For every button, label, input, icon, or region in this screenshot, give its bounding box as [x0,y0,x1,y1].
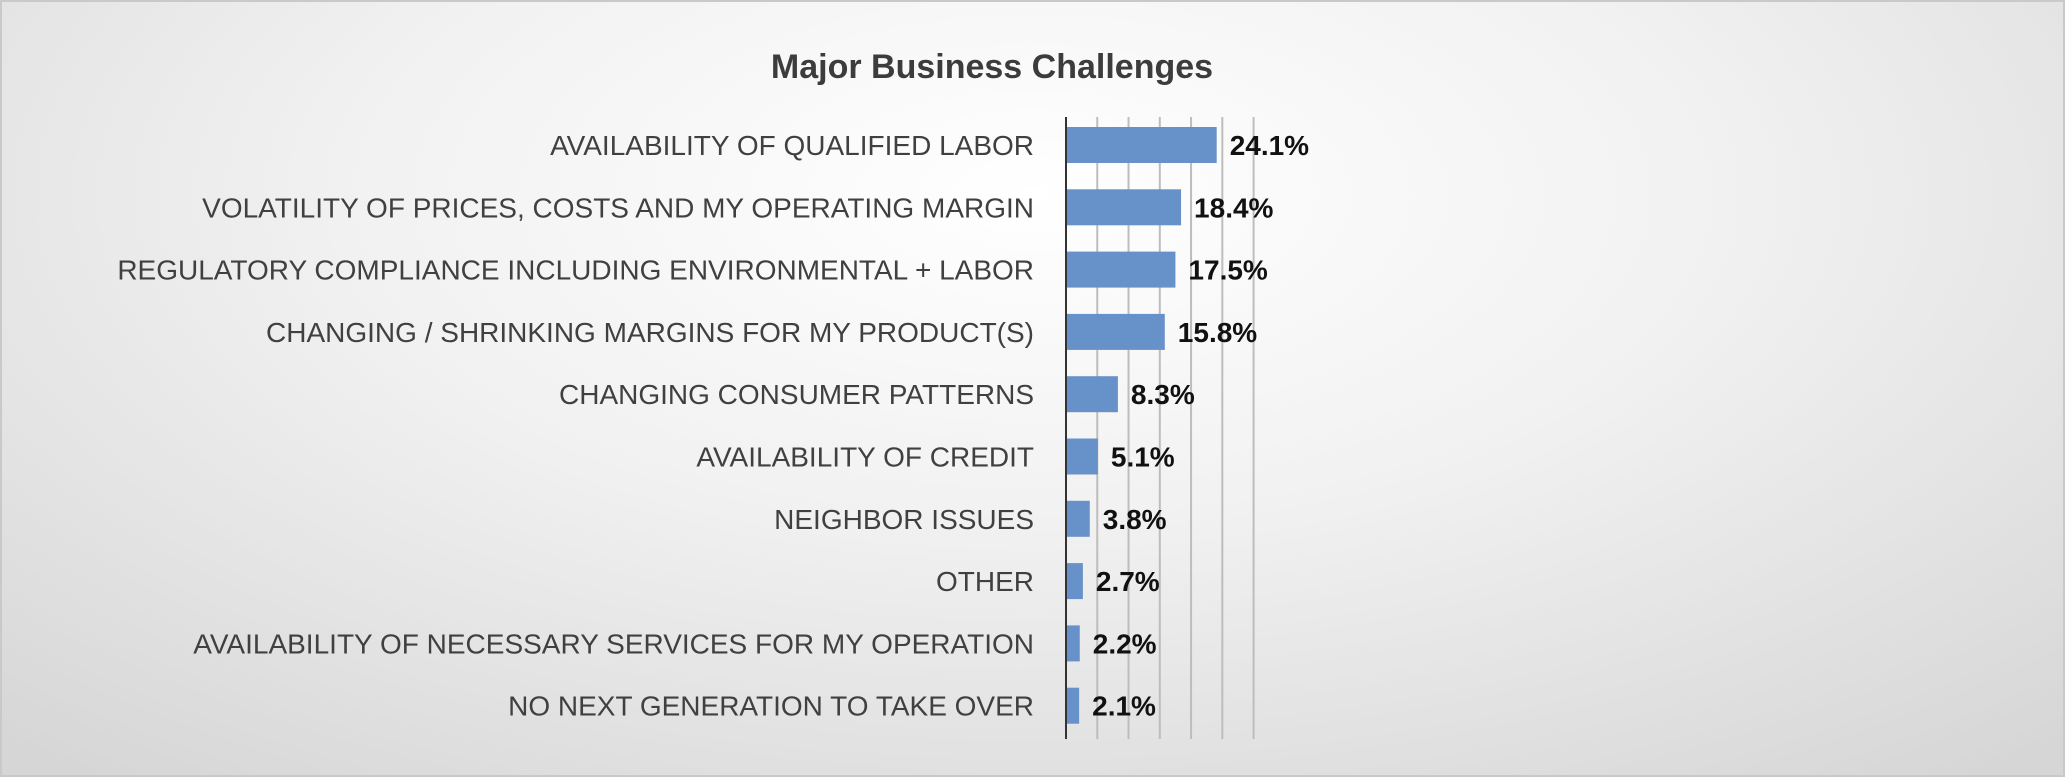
category-label: OTHER [936,566,1034,597]
bar [1066,438,1098,475]
category-label: REGULATORY COMPLIANCE INCLUDING ENVIRONM… [117,255,1034,286]
category-label: NEIGHBOR ISSUES [774,504,1034,535]
data-label: 17.5% [1188,255,1267,286]
category-label: AVAILABILITY OF CREDIT [696,442,1034,473]
category-labels: AVAILABILITY OF QUALIFIED LABOR VOLATILIT… [117,130,1034,722]
data-label: 8.3% [1131,379,1195,410]
category-label: AVAILABILITY OF NECESSARY SERVICES FOR M… [193,628,1034,659]
bar [1066,313,1165,350]
bar [1066,625,1080,662]
bar [1066,376,1118,413]
bar [1066,127,1217,163]
data-label: 2.2% [1093,628,1157,659]
data-label: 18.4% [1194,192,1273,223]
category-label: CHANGING CONSUMER PATTERNS [559,379,1034,410]
data-label: 5.1% [1111,442,1175,473]
bar [1066,563,1083,600]
data-label: 2.7% [1096,566,1160,597]
data-label: 2.1% [1092,691,1156,722]
category-label: NO NEXT GENERATION TO TAKE OVER [508,691,1034,722]
bar [1066,251,1176,288]
data-label: 3.8% [1103,504,1167,535]
chart-title: Major Business Challenges [771,48,1213,86]
bar [1066,189,1182,226]
data-label: 24.1% [1230,130,1309,161]
category-label: CHANGING / SHRINKING MARGINS FOR MY PROD… [266,317,1034,348]
data-labels: 24.1% 18.4% 17.5% 15.8% 8.3% 5.1% 3.8% 2.7% 2.2%… [1092,130,1309,722]
bar [1066,500,1090,537]
bars [1066,127,1217,724]
category-label: VOLATILITY OF PRICES, COSTS AND MY OPERA… [202,192,1034,223]
bar [1066,687,1080,724]
data-label: 15.8% [1178,317,1257,348]
category-label: AVAILABILITY OF QUALIFIED LABOR [550,130,1034,161]
